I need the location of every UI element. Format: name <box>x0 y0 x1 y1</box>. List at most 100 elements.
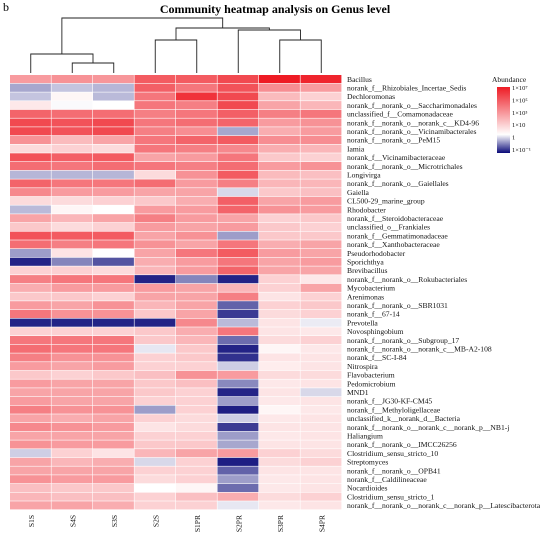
heatmap-cell <box>300 135 342 144</box>
heatmap-cell <box>217 440 259 449</box>
heatmap-cell <box>10 275 51 284</box>
heatmap-cell <box>51 231 93 240</box>
heatmap-cell <box>10 440 51 449</box>
heatmap-cell <box>10 405 51 414</box>
heatmap-cell <box>10 75 51 84</box>
heatmap-cell <box>51 205 93 214</box>
heatmap-cell <box>51 257 93 266</box>
heatmap-cell <box>259 483 300 492</box>
heatmap-cell <box>134 188 176 197</box>
heatmap-cell <box>259 83 300 92</box>
heatmap-cell <box>176 144 217 153</box>
heatmap-cell <box>176 83 217 92</box>
heatmap-cell <box>51 466 93 475</box>
heatmap-cell <box>176 292 217 301</box>
heatmap-cell <box>93 475 134 484</box>
heatmap-cell <box>51 135 93 144</box>
heatmap-cell <box>259 362 300 371</box>
heatmap-cell <box>217 466 259 475</box>
heatmap-cell <box>259 249 300 258</box>
heatmap-cell <box>259 466 300 475</box>
heatmap-cell <box>10 188 51 197</box>
heatmap-cell <box>10 240 51 249</box>
heatmap-cell <box>10 353 51 362</box>
heatmap-cell <box>217 127 259 136</box>
heatmap-cell <box>93 388 134 397</box>
heatmap-cell <box>134 431 176 440</box>
heatmap-cell <box>134 144 176 153</box>
row-label: norank_f__Vicinamibacteraceae <box>347 153 446 162</box>
heatmap-cell <box>217 75 259 84</box>
heatmap-cell <box>10 170 51 179</box>
row-label: CL500-29_marine_group <box>347 197 425 206</box>
heatmap-cell <box>176 92 217 101</box>
heatmap-cell <box>176 275 217 284</box>
heatmap-cell <box>10 92 51 101</box>
heatmap-cell <box>93 266 134 275</box>
heatmap-cell <box>259 440 300 449</box>
heatmap-cell <box>217 292 259 301</box>
heatmap-cell <box>10 388 51 397</box>
heatmap-cell <box>176 170 217 179</box>
heatmap-cell <box>217 475 259 484</box>
heatmap-cell <box>134 483 176 492</box>
heatmap-cell <box>300 301 342 310</box>
heatmap-cell <box>176 466 217 475</box>
heatmap-cell <box>176 135 217 144</box>
heatmap-cell <box>300 162 342 171</box>
heatmap-cell <box>300 75 342 84</box>
heatmap-cell <box>217 275 259 284</box>
row-label: Pedomicrobium <box>347 379 396 388</box>
row-label: Gaiella <box>347 188 370 197</box>
heatmap-cell <box>51 92 93 101</box>
heatmap-cell <box>259 431 300 440</box>
legend-label: 1×10 <box>512 122 525 129</box>
column-label: S1PR <box>193 515 202 532</box>
legend-colorbar <box>497 87 510 153</box>
heatmap-cell <box>10 362 51 371</box>
heatmap-cell <box>217 196 259 205</box>
heatmap-cell <box>300 275 342 284</box>
heatmap-cell <box>259 214 300 223</box>
heatmap-cell <box>51 240 93 249</box>
heatmap-cell <box>93 466 134 475</box>
heatmap-cell <box>259 162 300 171</box>
row-label: Flavobacterium <box>347 371 395 380</box>
heatmap-cell <box>93 492 134 501</box>
heatmap-cell <box>217 231 259 240</box>
heatmap-cell <box>134 75 176 84</box>
heatmap-cell <box>51 414 93 423</box>
chart-title: Community heatmap analysis on Genus leve… <box>159 2 391 16</box>
heatmap-cell <box>176 196 217 205</box>
heatmap-cell <box>300 440 342 449</box>
heatmap-cell <box>300 318 342 327</box>
row-label: norank_f__Caldilineaceae <box>347 475 427 484</box>
row-label: norank_f__Gemmatimonadaceae <box>347 231 448 240</box>
heatmap-cell <box>300 83 342 92</box>
row-label: norank_f__norank_o__IMCC26256 <box>347 440 457 449</box>
heatmap-cell <box>10 396 51 405</box>
heatmap-cell <box>134 162 176 171</box>
heatmap-cell <box>51 405 93 414</box>
heatmap-cell <box>51 431 93 440</box>
heatmap-cell <box>176 301 217 310</box>
heatmap-cell <box>300 222 342 231</box>
heatmap-cell <box>10 283 51 292</box>
heatmap-cell <box>300 231 342 240</box>
heatmap-cell <box>134 240 176 249</box>
legend-label: 1×10³ <box>512 110 527 117</box>
heatmap-cell <box>217 118 259 127</box>
heatmap-cell <box>176 344 217 353</box>
column-label: S2PR <box>234 515 243 532</box>
heatmap-cell <box>300 257 342 266</box>
heatmap-cell <box>176 475 217 484</box>
heatmap-cell <box>176 336 217 345</box>
heatmap-cell <box>51 327 93 336</box>
heatmap-cell <box>259 301 300 310</box>
heatmap-cell <box>259 188 300 197</box>
heatmap-cell <box>300 214 342 223</box>
heatmap-cell <box>176 457 217 466</box>
heatmap-cell <box>10 336 51 345</box>
heatmap-cell <box>176 370 217 379</box>
heatmap-cell <box>10 162 51 171</box>
